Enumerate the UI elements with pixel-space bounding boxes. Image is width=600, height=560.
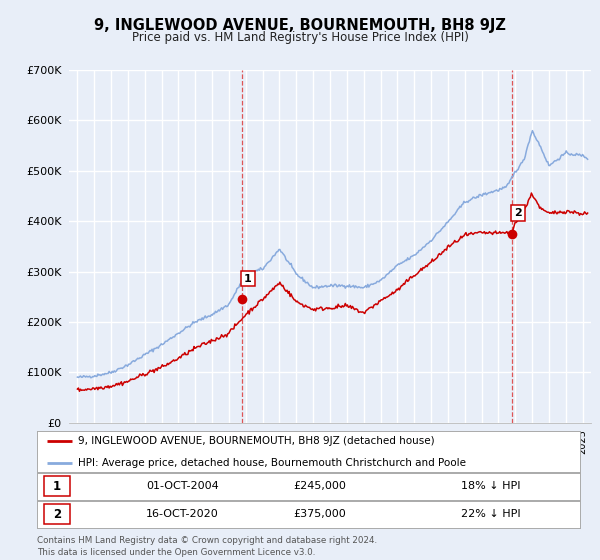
Text: 2: 2 — [514, 208, 522, 218]
Text: 2: 2 — [53, 507, 61, 521]
Text: £375,000: £375,000 — [293, 509, 346, 519]
Text: 16-OCT-2020: 16-OCT-2020 — [146, 509, 218, 519]
Text: 1: 1 — [244, 274, 252, 284]
Text: 9, INGLEWOOD AVENUE, BOURNEMOUTH, BH8 9JZ (detached house): 9, INGLEWOOD AVENUE, BOURNEMOUTH, BH8 9J… — [78, 436, 434, 446]
Text: HPI: Average price, detached house, Bournemouth Christchurch and Poole: HPI: Average price, detached house, Bour… — [78, 458, 466, 468]
Text: 18% ↓ HPI: 18% ↓ HPI — [461, 481, 520, 491]
FancyBboxPatch shape — [44, 504, 70, 524]
FancyBboxPatch shape — [44, 476, 70, 496]
Text: £245,000: £245,000 — [293, 481, 346, 491]
Text: 9, INGLEWOOD AVENUE, BOURNEMOUTH, BH8 9JZ: 9, INGLEWOOD AVENUE, BOURNEMOUTH, BH8 9J… — [94, 18, 506, 33]
Text: 1: 1 — [53, 479, 61, 493]
Text: 01-OCT-2004: 01-OCT-2004 — [146, 481, 218, 491]
Text: Price paid vs. HM Land Registry's House Price Index (HPI): Price paid vs. HM Land Registry's House … — [131, 31, 469, 44]
Text: 22% ↓ HPI: 22% ↓ HPI — [461, 509, 520, 519]
Text: Contains HM Land Registry data © Crown copyright and database right 2024.
This d: Contains HM Land Registry data © Crown c… — [37, 536, 377, 557]
